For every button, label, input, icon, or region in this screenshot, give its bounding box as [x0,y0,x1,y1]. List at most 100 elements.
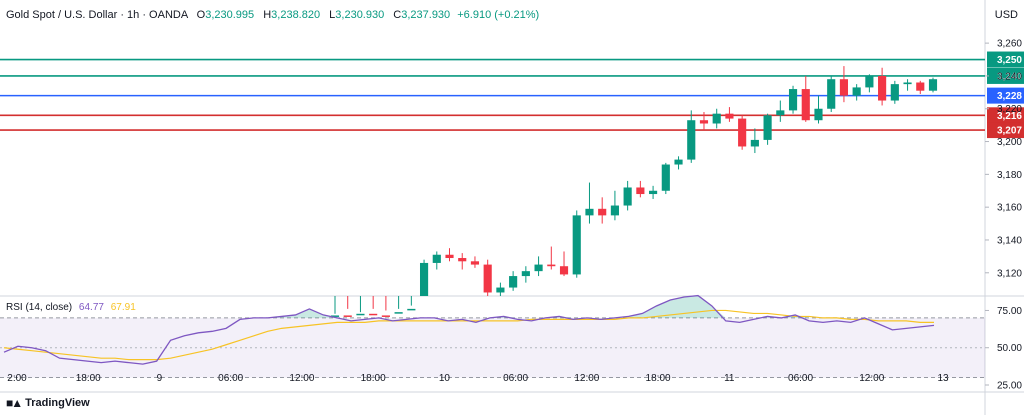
candle-body [496,287,505,293]
time-tick-label: 12:00 [859,373,884,384]
rsi-ma-value: 67.91 [110,302,136,313]
time-tick-label: 12:00 [289,373,314,384]
time-tick-label: 12:00 [574,373,599,384]
candle-body [649,190,658,195]
time-tick-label: 9 [157,373,163,384]
candle-body [598,208,607,216]
time-tick-label: 18:00 [646,373,671,384]
candle-body [788,89,798,111]
time-tick-label: 06:00 [218,373,243,384]
time-tick-label: 13 [937,373,949,384]
candle-body [623,187,632,206]
candle-body [534,264,543,272]
candle-body [878,75,887,101]
level-label-bg [987,87,1024,104]
currency-label: USD [994,9,1018,21]
candle-body [419,262,429,296]
rsi-name: RSI (14, close) [6,302,73,313]
low-value: 3,230.930 [335,9,385,21]
time-tick-label: 2:00 [7,373,27,384]
level-label-bg [987,67,1024,84]
candle-body [330,315,340,317]
candle-body [458,258,467,262]
level-label: 3,250 [997,55,1022,66]
close-value: 3,237.930 [401,9,451,21]
symbol-title: Gold Spot / U.S. Dollar · 1h · OANDA [6,9,188,21]
candle-body [509,276,518,288]
candle-body [712,113,721,124]
candle-body [343,315,352,317]
rsi-tick-label: 25.00 [997,381,1022,392]
candle-body [445,254,454,259]
rsi-value: 64.77 [78,302,104,313]
level-label: 3,216 [997,111,1022,122]
horizontal-levels: 3,250 3,240 3,228 3,216 3,207 [0,51,1024,139]
candle-body [687,120,696,160]
rsi-overbought-fill [4,295,934,318]
candle-body [814,108,823,121]
time-tick-label: 06:00 [788,373,813,384]
open-label: O [196,9,206,21]
rsi-pane: 75.00 50.00 25.00 [0,294,1022,392]
candle-body [585,208,594,216]
candle-body [521,271,530,277]
candle-body [801,89,810,121]
candle-body [356,313,365,316]
price-tick-label: 3,220 [997,104,1022,115]
price-tick-label: 3,140 [997,235,1022,246]
level-label: 3,240 [997,71,1022,82]
logo-text: TradingView [25,397,90,409]
time-tick-label: 18:00 [361,373,386,384]
level-label: 3,228 [997,91,1022,102]
low-label: L [329,9,336,21]
time-axis: 2:00 18:00 9 06:00 12:00 18:00 10 06:00 12:00 18:… [7,373,949,384]
change-value: +6.910 (+0.21%) [457,9,540,21]
tradingview-logo[interactable]: ■▲ TradingView [6,396,90,410]
time-tick-label: 18:00 [76,373,101,384]
candle-body [610,205,619,216]
close-label: C [393,9,402,21]
candle-body [725,113,734,119]
price-tick-label: 3,120 [997,268,1022,279]
candle-body [432,254,441,263]
price-axis: 3,260 3,240 3,220 3,200 3,180 3,160 3,140 3,120 [985,39,1022,279]
tradingview-logo-icon: ■▲ [6,396,23,410]
candle-body [865,75,874,88]
symbol-header: Gold Spot / U.S. Dollar · 1h · OANDA O3,… [6,9,539,21]
candle-body [394,312,403,314]
candle-body [636,187,645,195]
candle-body [903,82,912,85]
candle-body [381,315,390,317]
candle-body [776,110,785,116]
rsi-band [0,317,985,378]
candle-body [547,264,556,267]
level-label-bg [987,107,1024,124]
candle-body [407,308,416,311]
candlesticks [330,66,938,317]
candle-body [839,79,849,96]
price-tick-label: 3,240 [997,71,1022,82]
candle-body [852,87,861,96]
candle-body [572,215,581,275]
candle-body [928,79,938,91]
candle-body [763,115,772,140]
candle-body [483,264,492,293]
price-tick-label: 3,260 [997,39,1022,50]
rsi-header: RSI (14, close) 64.77 67.91 [6,302,136,313]
price-tick-label: 3,160 [997,203,1022,214]
rsi-tick-label: 50.00 [997,343,1022,354]
candle-body [369,313,378,316]
level-label-bg [987,122,1024,139]
candle-body [559,266,569,275]
candle-body [890,84,899,101]
time-tick-label: 10 [439,373,451,384]
candle-body [738,118,747,147]
level-label: 3,207 [997,126,1022,137]
open-value: 3,230.995 [205,9,255,21]
candle-body [674,159,683,165]
price-tick-label: 3,180 [997,170,1022,181]
rsi-tick-label: 75.00 [997,306,1022,317]
candle-body [661,164,670,191]
time-tick-label: 11 [724,373,735,384]
